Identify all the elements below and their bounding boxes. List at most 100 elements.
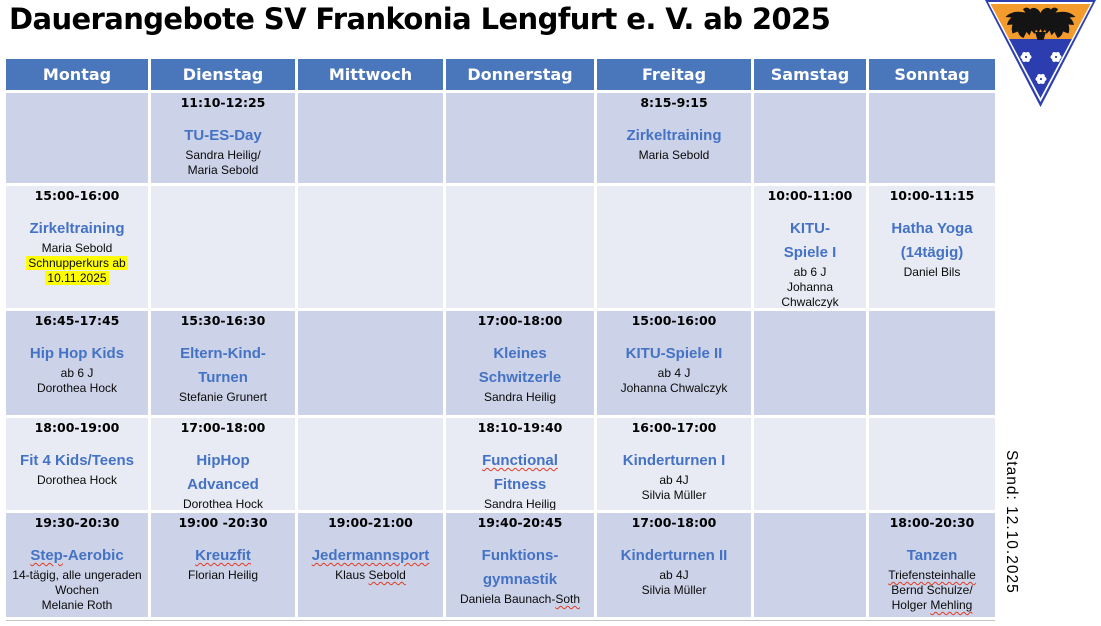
activity-detail: Dorothea Hock <box>36 473 118 487</box>
activity-detail: Sandra Heilig <box>483 390 557 404</box>
pennant-blue-field <box>1009 39 1072 98</box>
activity-detail: Maria Sebold <box>41 241 113 255</box>
activity-detail: Maria Sebold <box>638 148 710 162</box>
activity-name: KITU- Spiele I <box>783 220 837 261</box>
schedule-cell: 10:00-11:15 Hatha Yoga (14tägig) Daniel Bil… <box>869 186 995 308</box>
cell-time: 15:30-16:30 <box>180 313 266 328</box>
cell-time: 17:00-18:00 <box>477 313 563 328</box>
activity-detail: Schnupperkurs ab <box>26 256 128 270</box>
cell-time: 15:00-16:00 <box>34 188 120 203</box>
activity-name: Jedermannsport <box>311 547 430 564</box>
schedule-cell <box>869 93 995 183</box>
cell-time: 18:10-19:40 <box>477 420 563 435</box>
activity-detail: Daniela Baunach-Soth <box>459 592 581 606</box>
schedule-cell: 16:00-17:00 Kinderturnen I ab 4J Silvia Mül… <box>597 418 751 510</box>
schedule-cell: 17:00-18:00 Kinderturnen II ab 4J Silvia Mü… <box>597 513 751 617</box>
cell-time: 11:10-12:25 <box>180 95 266 110</box>
day-header: Freitag <box>597 59 751 90</box>
schedule-cell: 19:00-21:00 Jedermannsport Klaus Sebold <box>298 513 443 617</box>
table-bottom-border <box>6 620 995 621</box>
activity-detail: Triefensteinhalle <box>888 568 976 582</box>
activity-name: Fit 4 Kids/Teens <box>20 452 134 469</box>
schedule-cell: 19:00 -20:30 Kreuzfit Florian Heilig <box>151 513 295 617</box>
activity-detail: Chwalczyk <box>781 295 839 308</box>
activity-detail: Johanna Chwalczyk <box>620 381 728 395</box>
day-header: Mittwoch <box>298 59 443 90</box>
cell-time: 17:00-18:00 <box>631 515 717 530</box>
activity-name: Tanzen <box>906 547 958 564</box>
cell-time: 10:00-11:00 <box>767 188 853 203</box>
activity-name: Zirkeltraining <box>626 127 722 144</box>
schedule-cell: 15:00-16:00 Zirkeltraining Maria Sebold Sch… <box>6 186 148 308</box>
activity-name: TU-ES-Day <box>184 127 262 144</box>
activity-name: Kleines Schwitzerle <box>478 345 562 386</box>
activity-detail: Holger Mehling <box>891 598 973 612</box>
cell-time: 17:00-18:00 <box>180 420 266 435</box>
schedule-cell <box>446 93 594 183</box>
schedule-cell: 15:30-16:30 Eltern-Kind- Turnen Stefanie Gr… <box>151 311 295 415</box>
schedule-cell <box>6 93 148 183</box>
activity-name: Hip Hop Kids <box>29 345 125 362</box>
activity-detail: Dorothea Hock <box>182 497 264 510</box>
cell-time: 8:15-9:15 <box>640 95 708 110</box>
cell-time: 16:00-17:00 <box>631 420 717 435</box>
schedule-cell: 18:00-19:00 Fit 4 Kids/Teens Dorothea Hock <box>6 418 148 510</box>
activity-detail: ab 4 J <box>657 366 691 380</box>
activity-name: Eltern-Kind- Turnen <box>180 345 266 386</box>
activity-detail: Florian Heilig <box>187 568 259 582</box>
day-header: Dienstag <box>151 59 295 90</box>
stand-date-note: Stand: 12.10.2025 <box>1003 450 1020 594</box>
schedule-table: Montag Dienstag Mittwoch Donnerstag Freitag S… <box>6 59 995 617</box>
activity-name: Kinderturnen I <box>622 452 726 469</box>
schedule-cell: 15:00-16:00 KITU-Spiele II ab 4 J Johanna C… <box>597 311 751 415</box>
schedule-cell <box>298 418 443 510</box>
activity-detail: Maria Sebold <box>187 163 259 177</box>
activity-detail: Bernd Schulze/ <box>891 583 973 597</box>
activity-detail: Wochen <box>55 583 99 597</box>
day-header: Sonntag <box>869 59 995 90</box>
cell-time: 19:30-20:30 <box>34 515 120 530</box>
activity-detail: Klaus Sebold <box>335 568 406 582</box>
schedule-cell <box>754 93 866 183</box>
activity-detail: 14-tägig, alle ungeraden <box>12 568 142 582</box>
activity-name: Kinderturnen II <box>620 547 728 564</box>
cell-time: 15:00-16:00 <box>631 313 717 328</box>
activity-name: Functional Fitness <box>482 452 558 493</box>
activity-detail: Silvia Müller <box>641 488 707 502</box>
day-header: Donnerstag <box>446 59 594 90</box>
cell-time: 18:00-19:00 <box>34 420 120 435</box>
activity-detail: Johanna <box>786 280 834 294</box>
schedule-cell: 8:15-9:15 Zirkeltraining Maria Sebold <box>597 93 751 183</box>
cell-time: 19:00-21:00 <box>328 515 413 530</box>
schedule-cell <box>754 418 866 510</box>
cell-time: 19:00 -20:30 <box>178 515 268 530</box>
schedule-cell <box>754 513 866 617</box>
day-header: Samstag <box>754 59 866 90</box>
schedule-cell <box>298 186 443 308</box>
schedule-cell: 17:00-18:00 HipHop Advanced Dorothea Hock <box>151 418 295 510</box>
activity-name: Funktions-gymnastik <box>481 547 559 588</box>
cell-time: 16:45-17:45 <box>34 313 120 328</box>
activity-detail: Sandra Heilig/ <box>185 148 261 162</box>
activity-detail: Dorothea Hock <box>36 381 118 395</box>
schedule-cell <box>446 186 594 308</box>
schedule-cell: 10:00-11:00 KITU- Spiele I ab 6 J Johanna Chw… <box>754 186 866 308</box>
club-logo <box>985 0 1096 107</box>
activity-detail: Melanie Roth <box>41 598 113 612</box>
schedule-cell <box>298 311 443 415</box>
activity-detail: ab 4J <box>659 568 689 582</box>
activity-name: Hatha Yoga (14tägig) <box>891 220 973 261</box>
activity-detail: Stefanie Grunert <box>178 390 268 404</box>
schedule-cell <box>597 186 751 308</box>
activity-name: KITU-Spiele II <box>625 345 723 362</box>
activity-detail: Daniel Bils <box>903 265 961 279</box>
schedule-cell: 11:10-12:25 TU-ES-Day Sandra Heilig/Maria … <box>151 93 295 183</box>
activity-name: HipHop Advanced <box>187 452 259 493</box>
schedule-cell <box>869 311 995 415</box>
cell-time: 19:40-20:45 <box>477 515 563 530</box>
schedule-cell: 17:00-18:00 Kleines Schwitzerle Sandra Heil… <box>446 311 594 415</box>
schedule-cell: 19:40-20:45 Funktions-gymnastik Daniela Ba… <box>446 513 594 617</box>
cell-time: 18:00-20:30 <box>889 515 975 530</box>
activity-detail: ab 6 J <box>793 265 827 279</box>
schedule-cell: 16:45-17:45 Hip Hop Kids ab 6 J Dorothea Ho… <box>6 311 148 415</box>
